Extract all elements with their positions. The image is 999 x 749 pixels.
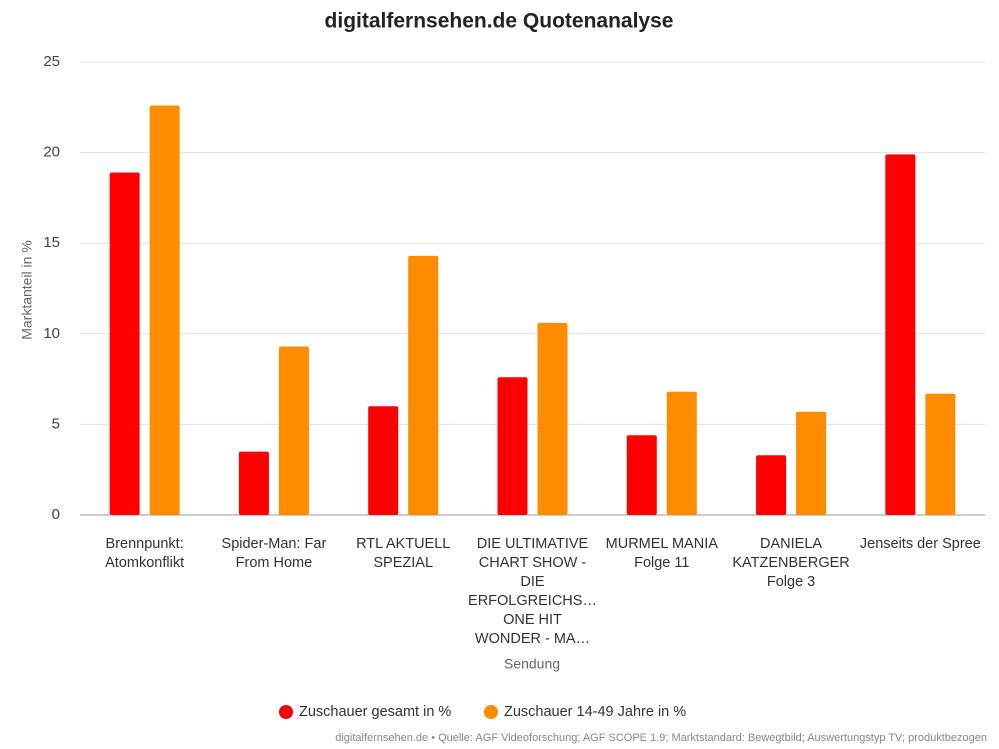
x-tick-label: MURMEL MANIA — [606, 536, 719, 552]
y-tick-label: 25 — [43, 53, 60, 70]
x-tick-label: KATZENBERGER — [732, 555, 849, 571]
bar — [756, 455, 787, 515]
legend-swatch — [279, 705, 293, 719]
y-axis-label: Marktanteil in % — [19, 240, 35, 340]
bar — [109, 172, 140, 516]
x-tick-label: From Home — [236, 555, 313, 571]
x-tick-label: Jenseits der Spree — [860, 536, 981, 552]
legend-label: Zuschauer 14-49 Jahre in % — [504, 704, 686, 720]
bar — [796, 411, 827, 515]
bar — [278, 346, 309, 515]
bar — [925, 393, 956, 515]
x-tick-label: RTL AKTUELL — [356, 536, 450, 552]
legend-swatch — [484, 705, 498, 719]
chart-title: digitalfernsehen.de Quotenanalyse — [325, 10, 674, 33]
bar — [537, 322, 568, 515]
bar — [885, 154, 916, 516]
bar — [149, 105, 180, 515]
x-tick-label: Folge 11 — [634, 555, 689, 571]
y-tick-label: 15 — [43, 234, 60, 251]
bar — [497, 377, 528, 515]
y-tick-label: 20 — [43, 144, 60, 161]
bar — [666, 391, 697, 515]
x-tick-label: DANIELA — [760, 536, 822, 552]
x-tick-label: CHART SHOW - — [479, 555, 587, 571]
x-tick-label: Atomkonflikt — [105, 555, 184, 571]
bar — [368, 406, 399, 515]
y-tick-label: 0 — [52, 506, 60, 523]
y-tick-label: 5 — [52, 415, 60, 432]
bar — [408, 255, 439, 515]
x-tick-label: Spider-Man: Far — [222, 536, 327, 552]
x-tick-label: DIE ULTIMATIVE — [477, 536, 589, 552]
x-tick-label: Folge 3 — [767, 574, 815, 590]
x-tick-label: DIE — [520, 574, 545, 590]
x-tick-label: SPEZIAL — [373, 555, 433, 571]
legend-label: Zuschauer gesamt in % — [299, 704, 451, 720]
x-tick-label: WONDER - MA… — [475, 631, 590, 647]
bar — [238, 451, 269, 515]
x-tick-label: ERFOLGREICHS… — [468, 593, 597, 609]
x-tick-label: Brennpunkt: — [106, 536, 184, 552]
footer: digitalfernsehen.de • Quelle: AGF Videof… — [335, 732, 987, 744]
x-axis-label: Sendung — [504, 656, 560, 672]
x-tick-label: ONE HIT — [503, 612, 562, 628]
bar — [626, 435, 657, 515]
y-tick-label: 10 — [43, 325, 60, 342]
